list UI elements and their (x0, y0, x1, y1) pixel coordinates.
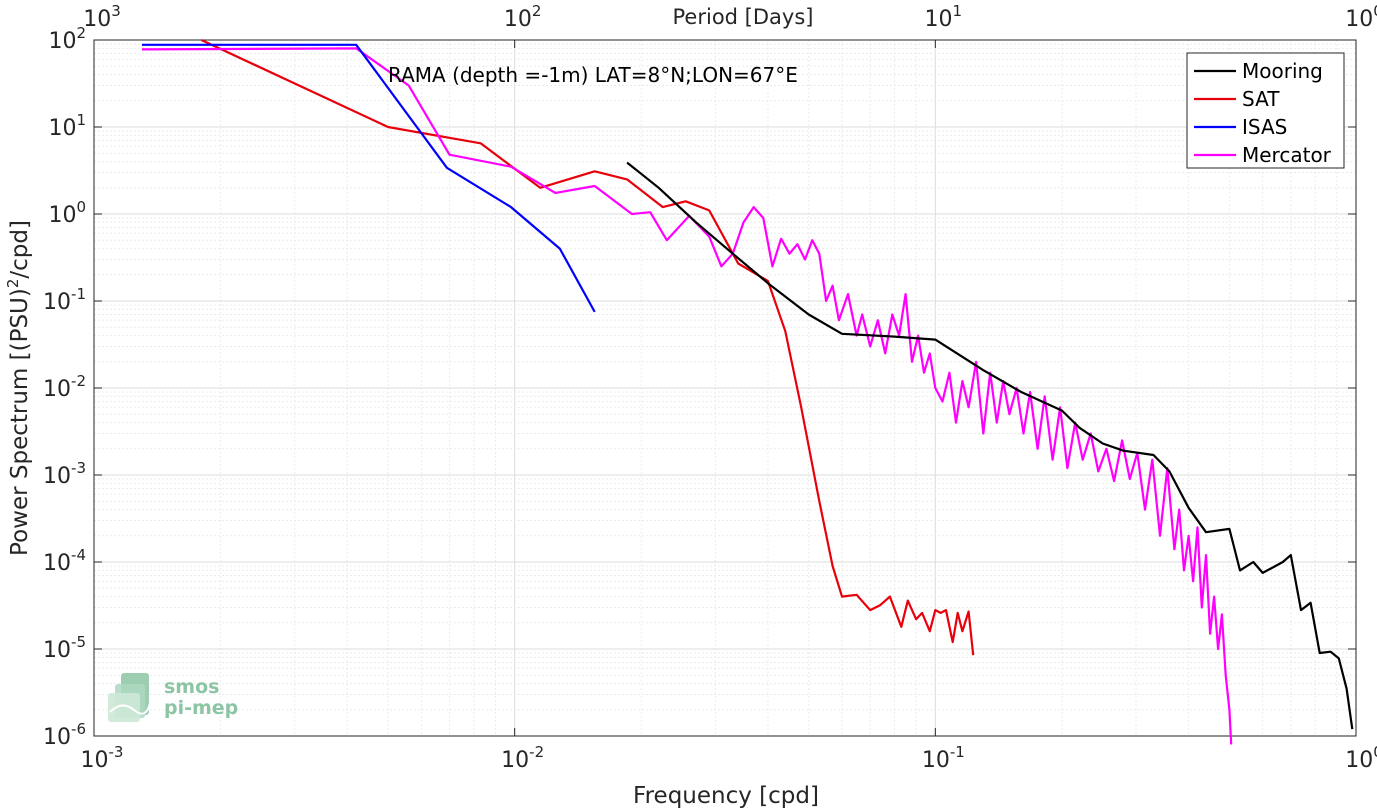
x-tick-label: 10-2 (501, 743, 544, 773)
x-axis-title: Frequency [cpd] (633, 783, 819, 809)
x-tick-label-base: 10 (1345, 748, 1373, 773)
axis-ticks (93, 39, 1357, 737)
y-tick-label: 10-1 (43, 285, 86, 315)
y-tick-label-exponent: -3 (71, 459, 86, 477)
legend-box (1186, 52, 1345, 169)
y-tick-label-base: 10 (43, 464, 71, 489)
top-tick-label: 100 (1345, 2, 1377, 32)
y-tick-label-base: 10 (48, 29, 76, 54)
top-tick-label: 103 (83, 2, 121, 32)
top-tick-label-base: 10 (504, 7, 532, 32)
y-tick-label-base: 10 (43, 290, 71, 315)
x-tick-label-exponent: 0 (1373, 743, 1377, 761)
y-tick-label-exponent: -2 (71, 372, 86, 390)
x-tick-label: 10-1 (922, 743, 965, 773)
y-tick-label-exponent: -6 (71, 720, 86, 738)
logo-text-pi-mep: pi-mep (164, 697, 238, 719)
top-tick-label-base: 10 (925, 7, 953, 32)
x-tick-label-exponent: -1 (950, 743, 965, 761)
y-tick-label: 10-2 (43, 372, 86, 402)
series-line-mercator (141, 47, 1233, 745)
y-tick-label-exponent: -4 (71, 546, 86, 564)
series-line-sat (200, 39, 975, 656)
y-tick-label-exponent: -5 (71, 633, 86, 651)
top-tick-labels: 103102101100 (83, 2, 1377, 32)
x-tick-label-base: 10 (501, 748, 529, 773)
top-tick-label-exponent: 1 (953, 2, 963, 20)
x-tick-label-base: 10 (922, 748, 950, 773)
series-line-mooring (626, 161, 1354, 730)
y-axis-title-superscript: 2 (4, 279, 22, 289)
top-tick-label-base: 10 (1345, 7, 1373, 32)
y-tick-label-exponent: 0 (76, 198, 86, 216)
legend-items: Mooring SAT ISAS Mercator (1194, 59, 1332, 167)
series-line-isas (141, 43, 596, 313)
series-layer (141, 39, 1354, 745)
y-tick-label: 10-6 (43, 720, 86, 750)
legend: Mooring SAT ISAS Mercator (1186, 52, 1345, 169)
y-tick-label: 101 (48, 111, 86, 141)
y-tick-label-exponent: 2 (76, 24, 86, 42)
y-axis-title: Power Spectrum [(PSU)2/cpd] (4, 220, 33, 556)
smos-pi-mep-logo: smos pi-mep (108, 673, 238, 722)
legend-label-mercator: Mercator (1242, 143, 1332, 167)
y-tick-label-base: 10 (43, 638, 71, 663)
y-tick-label-base: 10 (43, 725, 71, 750)
chart-annotation: RAMA (depth =-1m) LAT=8°N;LON=67°E (388, 63, 798, 87)
y-axis-title-tail: /cpd] (7, 220, 33, 279)
x-tick-label-exponent: -3 (109, 743, 124, 761)
top-tick-label-base: 10 (83, 7, 111, 32)
y-axis-title-main: Power Spectrum [(PSU) (7, 288, 33, 556)
y-tick-label: 102 (48, 24, 86, 54)
legend-label-sat: SAT (1242, 87, 1280, 111)
y-tick-label-base: 10 (43, 551, 71, 576)
logo-text-smos: smos (164, 676, 219, 698)
y-tick-label-exponent: 1 (76, 111, 86, 129)
y-tick-label-base: 10 (48, 116, 76, 141)
top-tick-label: 101 (925, 2, 963, 32)
y-tick-label: 10-4 (43, 546, 86, 576)
legend-label-mooring: Mooring (1242, 59, 1323, 83)
logo-emblem-icon (108, 673, 151, 722)
y-tick-label: 10-5 (43, 633, 86, 663)
y-tick-label-base: 10 (43, 377, 71, 402)
top-tick-label: 102 (504, 2, 542, 32)
top-tick-label-exponent: 3 (111, 2, 121, 20)
y-tick-label: 10-3 (43, 459, 86, 489)
y-tick-label-base: 10 (48, 203, 76, 228)
y-tick-label: 100 (48, 198, 86, 228)
top-axis-title: Period [Days] (673, 5, 814, 29)
x-tick-label-base: 10 (81, 748, 109, 773)
legend-label-isas: ISAS (1242, 115, 1287, 139)
grid (93, 40, 1356, 737)
y-tick-label-exponent: -1 (71, 285, 86, 303)
top-tick-label-exponent: 0 (1373, 2, 1377, 20)
x-tick-label: 100 (1345, 743, 1377, 773)
top-tick-label-exponent: 2 (532, 2, 542, 20)
x-tick-label-exponent: -2 (529, 743, 544, 761)
x-tick-label: 10-3 (81, 743, 124, 773)
